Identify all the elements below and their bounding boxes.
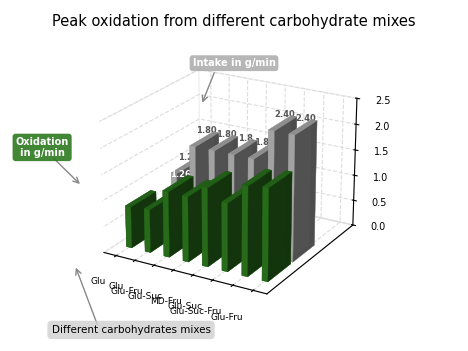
Text: Intake in g/min: Intake in g/min	[192, 58, 276, 68]
Text: Peak oxidation from different carbohydrate mixes: Peak oxidation from different carbohydra…	[52, 14, 416, 29]
Text: Different carbohydrates mixes: Different carbohydrates mixes	[51, 325, 211, 335]
Text: Oxidation
in g/min: Oxidation in g/min	[15, 137, 69, 158]
